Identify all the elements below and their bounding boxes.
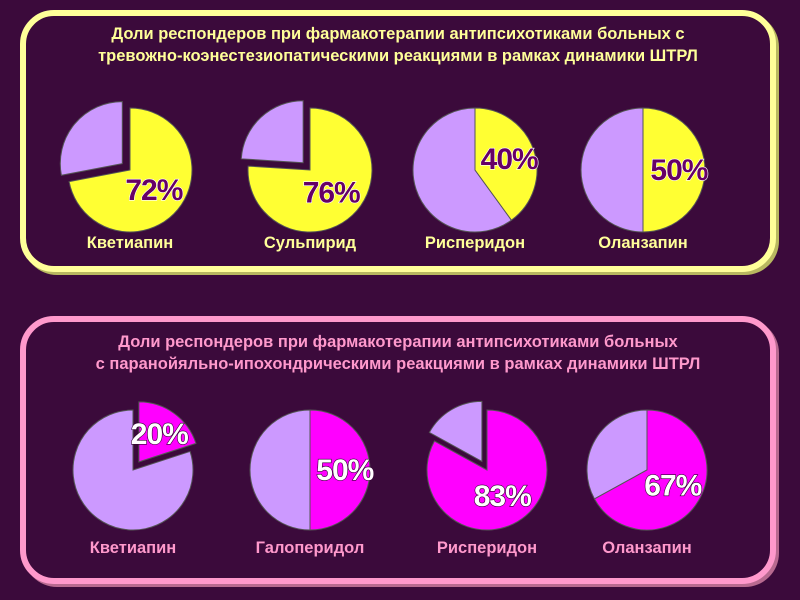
panel-title: Доли респондеров при фармакотерапии анти… — [26, 331, 770, 375]
pie-slice-other — [59, 101, 123, 176]
percent-label: 76% — [303, 177, 360, 210]
pie-slice-other — [586, 409, 648, 500]
title-line-1: Доли респондеров при фармакотерапии анти… — [118, 333, 678, 351]
pie-slice-other — [240, 100, 304, 164]
pie-slice-responders — [138, 401, 197, 463]
drug-label: Кветиапин — [87, 234, 173, 252]
pie-slice-responders — [309, 409, 371, 531]
percent-label: 50% — [316, 454, 373, 487]
percent-label: 40% — [481, 143, 538, 176]
pie-slice-other — [428, 400, 483, 463]
percent-label: 72% — [125, 174, 182, 207]
pie-slice-responders — [426, 409, 548, 531]
panel-title: Доли респондеров при фармакотерапии анти… — [26, 23, 770, 67]
pie-slice-other — [249, 409, 311, 531]
drug-label: Рисперидон — [425, 234, 525, 252]
title-line-2: тревожно-коэнестезиопатическими реакциям… — [98, 47, 698, 65]
drug-label: Оланзапин — [598, 234, 687, 252]
drug-label: Кветиапин — [90, 539, 176, 557]
pie-slice-other — [412, 107, 513, 233]
pie-slice-responders — [593, 409, 708, 531]
pie-slice-responders — [642, 107, 706, 233]
pie-slice-responders — [474, 107, 538, 221]
drug-label: Сульпирид — [264, 234, 357, 252]
drug-label: Рисперидон — [437, 539, 537, 557]
title-line-2: с паранойяльно-ипохондрическими реакциям… — [95, 355, 701, 373]
percent-label: 50% — [650, 154, 707, 187]
drug-label: Галоперидол — [256, 539, 365, 557]
percent-label: 67% — [644, 469, 701, 502]
percent-label: 20% — [131, 418, 188, 451]
pie-slice-other — [72, 409, 194, 531]
title-line-1: Доли респондеров при фармакотерапии анти… — [111, 25, 685, 43]
pie-slice-responders — [247, 107, 373, 233]
pie-slice-responders — [68, 107, 193, 233]
percent-label: 83% — [474, 480, 531, 513]
pie-slice-other — [580, 107, 644, 233]
drug-label: Оланзапин — [602, 539, 691, 557]
